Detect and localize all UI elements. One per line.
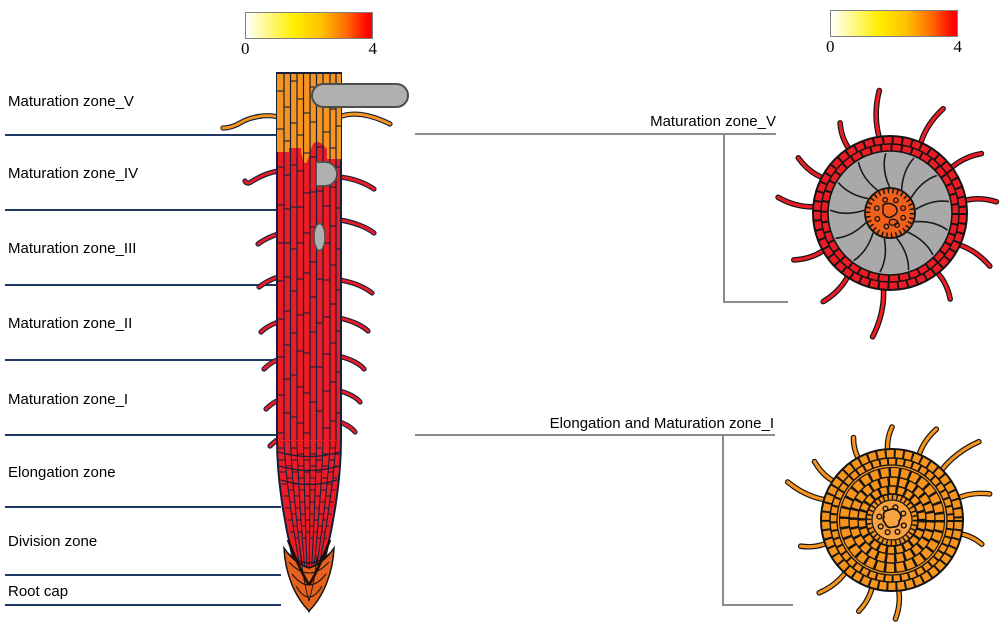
colorbar-left-gradient bbox=[245, 12, 373, 39]
zone-label-maturation-v: Maturation zone_V bbox=[8, 93, 134, 110]
colorbar-left-labels: 0 4 bbox=[241, 40, 377, 58]
zone-underline bbox=[5, 574, 281, 576]
colorbar-right-min-label: 0 bbox=[826, 37, 835, 56]
colorbar-right-labels: 0 4 bbox=[826, 38, 962, 56]
zone-underline bbox=[5, 359, 281, 361]
zone-underline bbox=[5, 506, 281, 508]
colorbar-right-gradient bbox=[830, 10, 958, 37]
bracket-top-horizontal-line bbox=[415, 133, 776, 135]
zone-label-maturation-iv: Maturation zone_IV bbox=[8, 165, 139, 182]
zone-label-maturation-iii: Maturation zone_III bbox=[8, 240, 137, 257]
zone-underline bbox=[5, 284, 281, 286]
root-longitudinal-section bbox=[220, 72, 409, 614]
zone-label-elongation: Elongation zone bbox=[8, 464, 116, 481]
zone-label-division: Division zone bbox=[8, 533, 98, 550]
colorbar-right-max-label: 4 bbox=[953, 37, 963, 56]
colorbar-left: 0 4 bbox=[241, 12, 377, 58]
cross-section-elongation-maturation-i bbox=[784, 424, 993, 622]
colorbar-right: 0 4 bbox=[826, 10, 962, 56]
cross-section-bottom-label: Elongation and Maturation zone_I bbox=[549, 415, 774, 432]
zone-label-maturation-ii: Maturation zone_II bbox=[8, 315, 133, 332]
colorbar-left-min-label: 0 bbox=[241, 39, 250, 58]
bracket-top-vertical-line bbox=[723, 133, 725, 302]
zone-underline bbox=[5, 209, 281, 211]
bracket-top-pointer-line bbox=[723, 301, 788, 303]
bracket-bottom-vertical-line bbox=[722, 434, 724, 605]
cross-section-top-label: Maturation zone_V bbox=[650, 113, 776, 130]
zone-label-root-cap: Root cap bbox=[8, 583, 69, 600]
zone-underline bbox=[5, 134, 281, 136]
colorbar-left-max-label: 4 bbox=[368, 39, 378, 58]
bracket-bottom-horizontal-line bbox=[415, 434, 775, 436]
cross-section-maturation-v bbox=[775, 87, 1000, 340]
zone-label-maturation-i: Maturation zone_I bbox=[8, 391, 129, 408]
zone-underline bbox=[5, 604, 281, 606]
bracket-bottom-pointer-line bbox=[722, 604, 793, 606]
zone-underline bbox=[5, 434, 281, 436]
